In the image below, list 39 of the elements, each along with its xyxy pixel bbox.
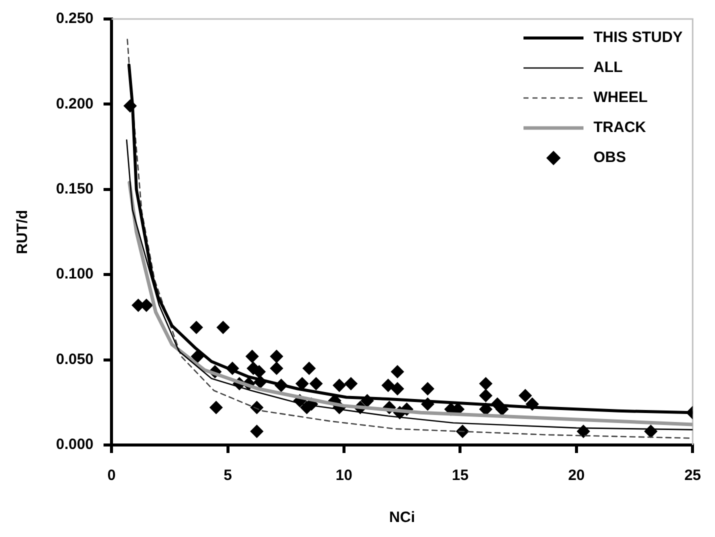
y-tick-label: 0.250 (56, 10, 94, 28)
x-axis-title: NCi (389, 509, 416, 526)
point (190, 320, 203, 334)
point (302, 362, 316, 375)
point (479, 377, 492, 390)
point (252, 365, 266, 378)
x-tick-label: 0 (107, 467, 116, 484)
point (270, 362, 284, 375)
point (421, 382, 434, 396)
y-tick-label: 0.000 (56, 436, 94, 454)
legend-label: OBS (593, 149, 626, 166)
y-tick-label: 0.200 (56, 95, 94, 112)
point (270, 350, 284, 363)
y-axis-title: RUT/d (14, 210, 32, 254)
legend-label: WHEEL (593, 89, 648, 106)
point (216, 320, 230, 334)
y-tick-label: 0.050 (56, 350, 94, 368)
x-tick-label: 20 (568, 467, 585, 484)
legend-label: THIS STUDY (593, 29, 683, 46)
point (332, 378, 346, 392)
x-tick-label: 15 (452, 467, 469, 484)
point (479, 389, 492, 402)
legend-label: TRACK (593, 119, 646, 136)
point (296, 377, 309, 390)
y-tick-label: 0.100 (56, 266, 94, 283)
point (310, 377, 323, 390)
point (518, 389, 532, 402)
y-tick-label: 0.150 (56, 180, 94, 198)
legend-label: ALL (593, 59, 623, 76)
point (390, 382, 404, 396)
point (382, 378, 395, 392)
x-tick-label: 10 (336, 467, 352, 484)
point (210, 401, 223, 414)
x-tick-label: 5 (224, 467, 232, 484)
point (246, 350, 259, 363)
point (344, 377, 358, 390)
point (390, 365, 404, 378)
point (250, 424, 264, 438)
x-tick-label: 25 (684, 467, 701, 484)
